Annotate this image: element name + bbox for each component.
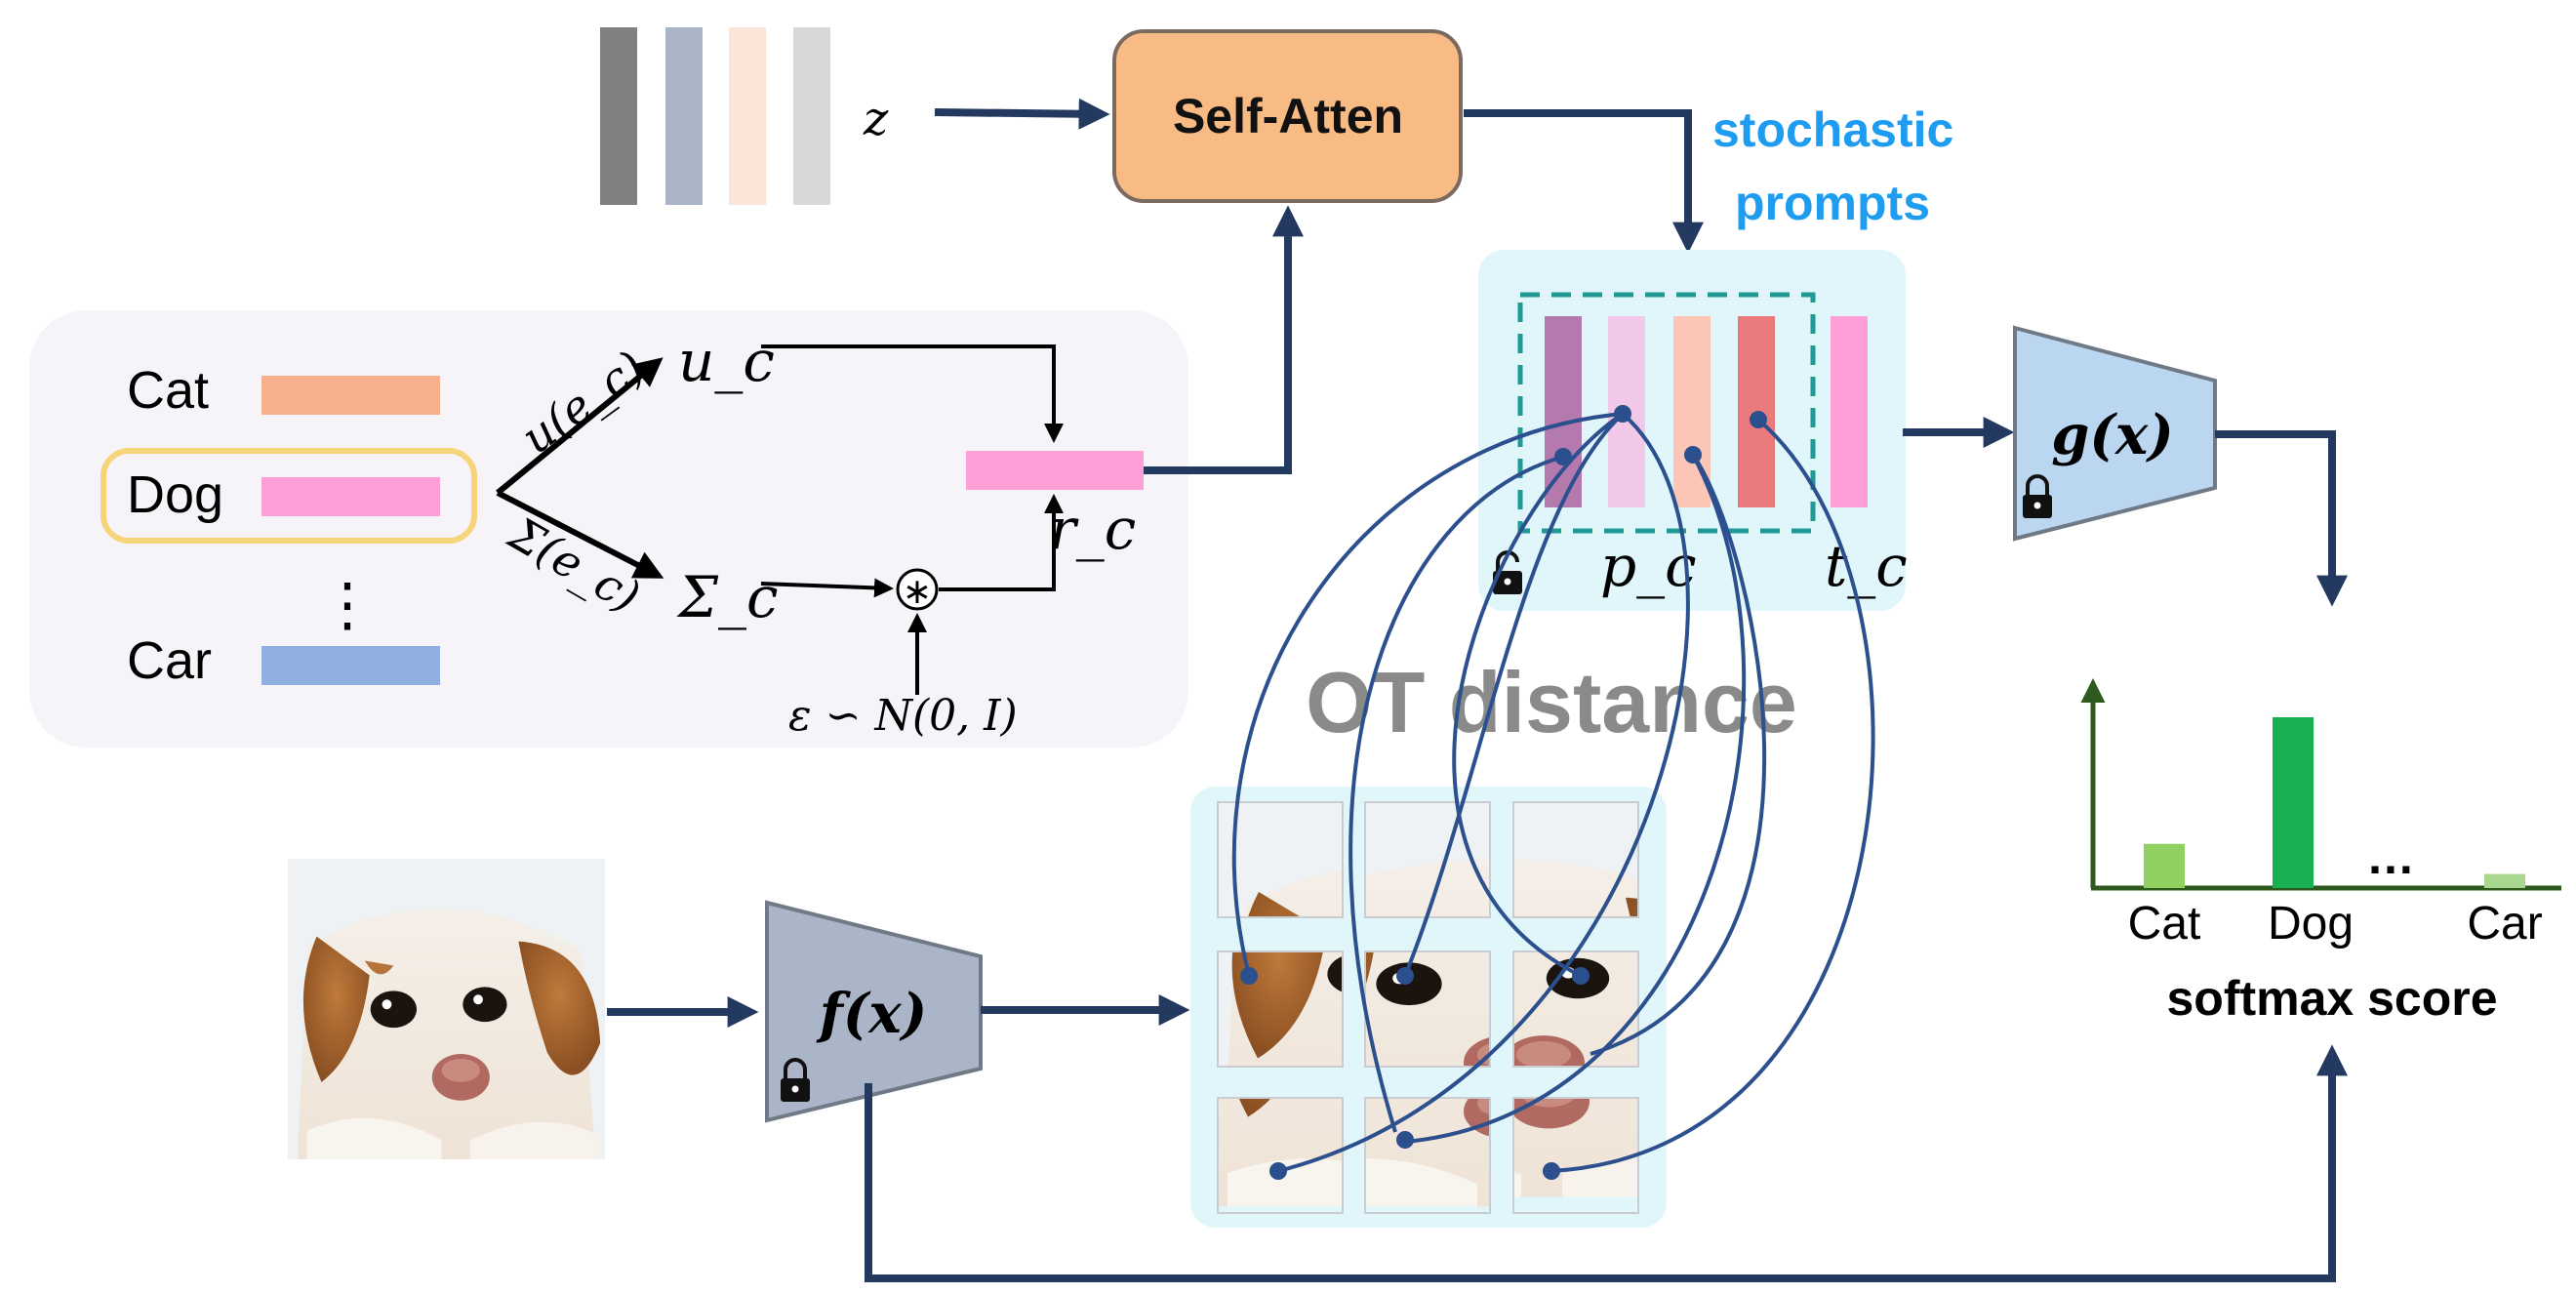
ot-curve <box>1550 418 1875 1173</box>
product-symbol: ∗ <box>903 571 932 611</box>
class-label-dog: Dog <box>127 465 223 524</box>
chart-category-label: Dog <box>2268 898 2354 950</box>
z-label: z <box>863 92 889 146</box>
u-c-label: u_c <box>678 328 775 394</box>
prompts-label: prompts <box>1735 176 1930 230</box>
ot-curve <box>1348 455 1564 1133</box>
ot-node <box>1543 1162 1560 1180</box>
ot-node <box>1396 967 1414 985</box>
noise-label: ε ∽ N(0, I) <box>788 691 1018 741</box>
class-vdots: ⋮ <box>318 572 377 637</box>
input-dog-image <box>288 859 605 1159</box>
elementwise-product-node <box>896 568 939 611</box>
chart-title: softmax score <box>2166 971 2497 1026</box>
attention-to-prompts-arrow <box>1464 109 1704 254</box>
latent-bar <box>793 27 830 205</box>
image-encoder <box>765 900 983 1123</box>
score-bar-dog <box>2273 717 2314 888</box>
ot-node <box>1554 448 1572 465</box>
product-to-r-arrow <box>939 494 1064 591</box>
feature-patch-grid <box>1217 801 1639 1214</box>
class-embedding-cat <box>262 376 440 415</box>
class-token <box>1831 316 1868 507</box>
p-c-label: p_c <box>1600 533 1697 599</box>
text-encoder <box>2013 325 2217 542</box>
ot-distance-label: OT distance <box>1306 654 1797 750</box>
class-distribution-panel <box>29 310 1188 748</box>
ot-endpoints <box>1240 405 1767 1180</box>
self-attention-block <box>1112 29 1463 203</box>
class-label-car: Car <box>127 631 212 690</box>
ot-curve <box>1590 453 1767 1056</box>
ot-curve <box>1452 412 1625 978</box>
text-encoder-label: g(x) <box>2051 403 2174 467</box>
image-feature-to-score-arrow <box>865 1044 2348 1282</box>
ot-curve <box>1231 412 1624 977</box>
score-bar-car <box>2484 873 2525 888</box>
ot-node <box>1750 411 1767 428</box>
u-branch-arrow <box>496 357 664 496</box>
t-c-label: t_c <box>1825 533 1908 599</box>
r-to-attention-arrow <box>1144 205 1304 474</box>
ot-node <box>1240 967 1258 985</box>
latent-bar <box>729 27 766 205</box>
softmax-score-chart: Cat Dog Car … softmax score <box>2080 678 2561 1026</box>
ot-curve <box>1403 412 1625 977</box>
ot-transport-curves <box>1231 412 1875 1173</box>
chart-category-label: Cat <box>2128 898 2201 950</box>
sigma-branch-arrow <box>496 490 664 579</box>
sigma-c-label: Σ_c <box>676 564 779 630</box>
score-bar-cat <box>2144 843 2185 888</box>
ot-curve <box>1404 454 1747 1144</box>
latent-bars <box>600 27 830 205</box>
latent-bar <box>665 27 703 205</box>
u-to-r-arrow <box>761 344 1064 443</box>
sigma-to-product-arrow <box>760 578 894 598</box>
r-c-label: r_c <box>1049 496 1136 562</box>
ot-node <box>1572 967 1590 985</box>
chart-category-label: Car <box>2467 898 2542 950</box>
ot-node <box>1269 1162 1287 1180</box>
self-attention-label: Self-Atten <box>1173 89 1403 143</box>
ot-node <box>1396 1131 1414 1149</box>
sampled-embedding-r <box>966 451 1144 490</box>
ot-curve <box>1277 412 1690 1173</box>
image-encoder-label: f(x) <box>816 982 927 1046</box>
z-to-attention-arrow <box>934 98 1110 130</box>
learnable-prompt-box <box>1517 292 1816 534</box>
text-encoder-to-score-arrow <box>2215 430 2348 607</box>
latent-bar <box>600 27 637 205</box>
chart-ellipsis: … <box>2366 829 2415 884</box>
class-embedding-dog <box>262 477 440 516</box>
selected-class-outline <box>101 448 477 544</box>
stochastic-label: stochastic <box>1712 102 1953 157</box>
ot-node <box>1684 446 1702 464</box>
ot-node <box>1614 405 1631 423</box>
class-embedding-car <box>262 646 440 685</box>
class-label-cat: Cat <box>127 361 209 420</box>
